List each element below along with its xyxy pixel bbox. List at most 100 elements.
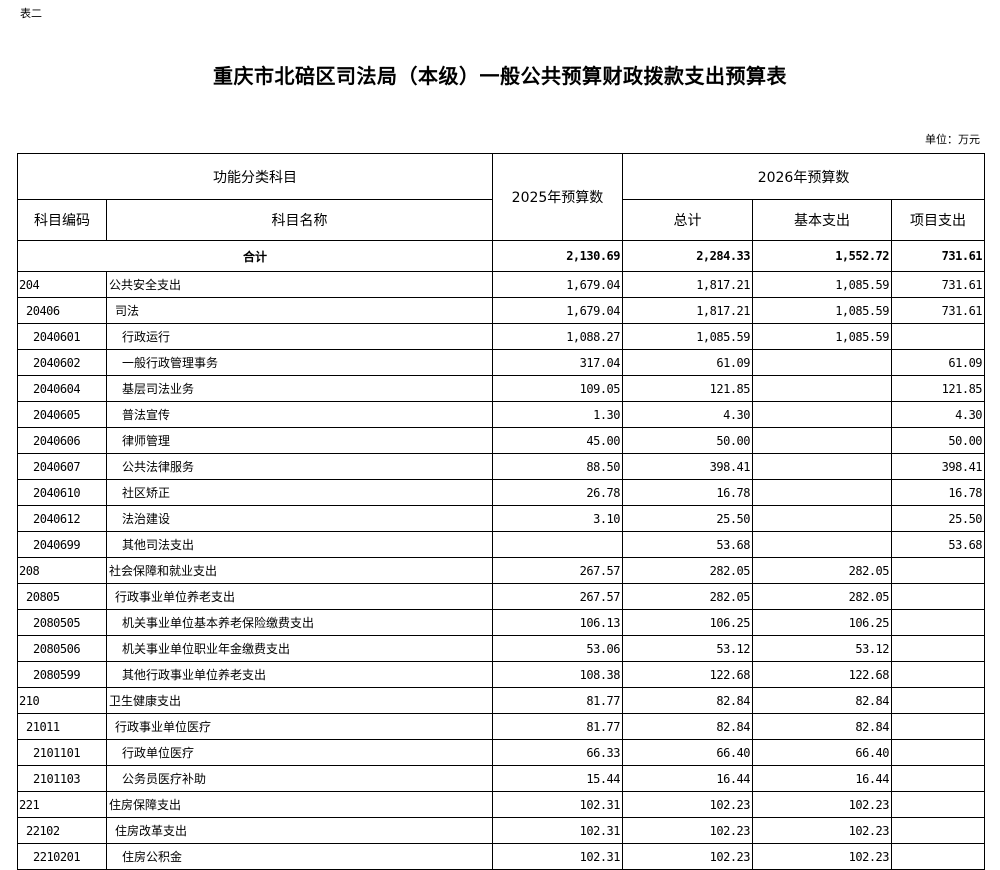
table-row: 210 卫生健康支出 81.77 82.84 82.84 (17, 687, 986, 714)
row-budget-2025: 81.77 (492, 713, 623, 740)
row-total: 25.50 (622, 505, 753, 532)
row-budget-2025: 106.13 (492, 609, 623, 636)
row-total: 16.44 (622, 765, 753, 792)
table-row: 2080505 机关事业单位基本养老保险缴费支出 106.13 106.25 106.2… (17, 609, 986, 636)
row-project (890, 713, 986, 740)
total-b2025: 2,130.69 (492, 240, 623, 272)
row-budget-2025: 102.31 (492, 791, 623, 818)
row-name: 公务员医疗补助 (106, 765, 493, 792)
row-code: 2101101 (17, 739, 107, 766)
row-budget-2025: 26.78 (492, 479, 623, 506)
table-row: 2040699 其他司法支出 53.68 53.68 (17, 531, 986, 558)
row-basic: 1,085.59 (752, 323, 892, 350)
table-row: 2040612 法治建设 3.10 25.50 25.50 (17, 505, 986, 532)
row-project (890, 739, 986, 766)
header-row-2: 科目编码 科目名称 总计 基本支出 项目支出 (17, 199, 986, 241)
row-basic: 122.68 (752, 661, 892, 688)
table-row: 2080599 其他行政事业单位养老支出 108.38 122.68 122.68 (17, 661, 986, 688)
table-row: 20406 司法 1,679.04 1,817.21 1,085.59 731.61 (17, 297, 986, 324)
row-code: 2101103 (17, 765, 107, 792)
row-basic: 102.23 (752, 817, 892, 844)
row-code: 208 (17, 557, 107, 584)
total-row: 合计 2,130.69 2,284.33 1,552.72 731.61 (17, 240, 986, 272)
row-budget-2025: 102.31 (492, 817, 623, 844)
row-basic (752, 375, 892, 402)
table-row: 2040606 律师管理 45.00 50.00 50.00 (17, 427, 986, 454)
row-project: 53.68 (890, 531, 986, 558)
row-budget-2025: 15.44 (492, 765, 623, 792)
row-budget-2025: 81.77 (492, 687, 623, 714)
row-code: 20406 (17, 297, 107, 324)
table-row: 2040604 基层司法业务 109.05 121.85 121.85 (17, 375, 986, 402)
row-total: 1,085.59 (622, 323, 753, 350)
row-project: 50.00 (890, 427, 986, 454)
row-project (890, 765, 986, 792)
row-name: 其他行政事业单位养老支出 (106, 661, 493, 688)
row-basic (752, 453, 892, 480)
header-total: 总计 (622, 199, 753, 241)
row-name: 机关事业单位基本养老保险缴费支出 (106, 609, 493, 636)
row-code: 2040610 (17, 479, 107, 506)
row-budget-2025: 53.06 (492, 635, 623, 662)
row-code: 2040612 (17, 505, 107, 532)
row-project (890, 843, 986, 870)
row-basic (752, 531, 892, 558)
row-code: 204 (17, 271, 107, 298)
row-basic (752, 349, 892, 376)
row-budget-2025: 1,679.04 (492, 297, 623, 324)
row-name: 基层司法业务 (106, 375, 493, 402)
row-project (890, 583, 986, 610)
row-name: 行政运行 (106, 323, 493, 350)
row-name: 机关事业单位职业年金缴费支出 (106, 635, 493, 662)
row-basic: 53.12 (752, 635, 892, 662)
row-code: 22102 (17, 817, 107, 844)
row-budget-2025: 45.00 (492, 427, 623, 454)
row-total: 282.05 (622, 557, 753, 584)
row-code: 210 (17, 687, 107, 714)
row-total: 102.23 (622, 843, 753, 870)
table-row: 208 社会保障和就业支出 267.57 282.05 282.05 (17, 557, 986, 584)
row-name: 公共法律服务 (106, 453, 493, 480)
budget-table: 功能分类科目 2025年预算数 2026年预算数 科目编码 科目名称 总计 基本… (17, 153, 986, 870)
row-code: 21011 (17, 713, 107, 740)
row-project: 731.61 (890, 297, 986, 324)
row-project (890, 635, 986, 662)
row-project: 398.41 (890, 453, 986, 480)
row-total: 102.23 (622, 817, 753, 844)
row-name: 其他司法支出 (106, 531, 493, 558)
row-total: 82.84 (622, 687, 753, 714)
row-basic (752, 479, 892, 506)
row-project (890, 791, 986, 818)
row-total: 66.40 (622, 739, 753, 766)
row-budget-2025 (492, 531, 623, 558)
row-name: 行政事业单位养老支出 (106, 583, 493, 610)
row-project: 4.30 (890, 401, 986, 428)
row-total: 53.68 (622, 531, 753, 558)
row-project: 121.85 (890, 375, 986, 402)
header-project: 项目支出 (890, 199, 986, 241)
row-name: 律师管理 (106, 427, 493, 454)
row-basic: 282.05 (752, 583, 892, 610)
row-total: 398.41 (622, 453, 753, 480)
row-basic (752, 505, 892, 532)
row-total: 282.05 (622, 583, 753, 610)
row-code: 2080599 (17, 661, 107, 688)
row-total: 1,817.21 (622, 297, 753, 324)
row-total: 53.12 (622, 635, 753, 662)
row-name: 行政事业单位医疗 (106, 713, 493, 740)
table-row: 2040610 社区矫正 26.78 16.78 16.78 (17, 479, 986, 506)
row-budget-2025: 88.50 (492, 453, 623, 480)
row-budget-2025: 3.10 (492, 505, 623, 532)
row-code: 2040604 (17, 375, 107, 402)
row-budget-2025: 317.04 (492, 349, 623, 376)
row-basic: 1,085.59 (752, 271, 892, 298)
row-project (890, 817, 986, 844)
table-row: 21011 行政事业单位医疗 81.77 82.84 82.84 (17, 713, 986, 740)
table-row: 2101101 行政单位医疗 66.33 66.40 66.40 (17, 739, 986, 766)
row-name: 住房公积金 (106, 843, 493, 870)
row-name: 住房保障支出 (106, 791, 493, 818)
row-project: 16.78 (890, 479, 986, 506)
row-code: 2080505 (17, 609, 107, 636)
row-basic: 102.23 (752, 843, 892, 870)
row-code: 221 (17, 791, 107, 818)
